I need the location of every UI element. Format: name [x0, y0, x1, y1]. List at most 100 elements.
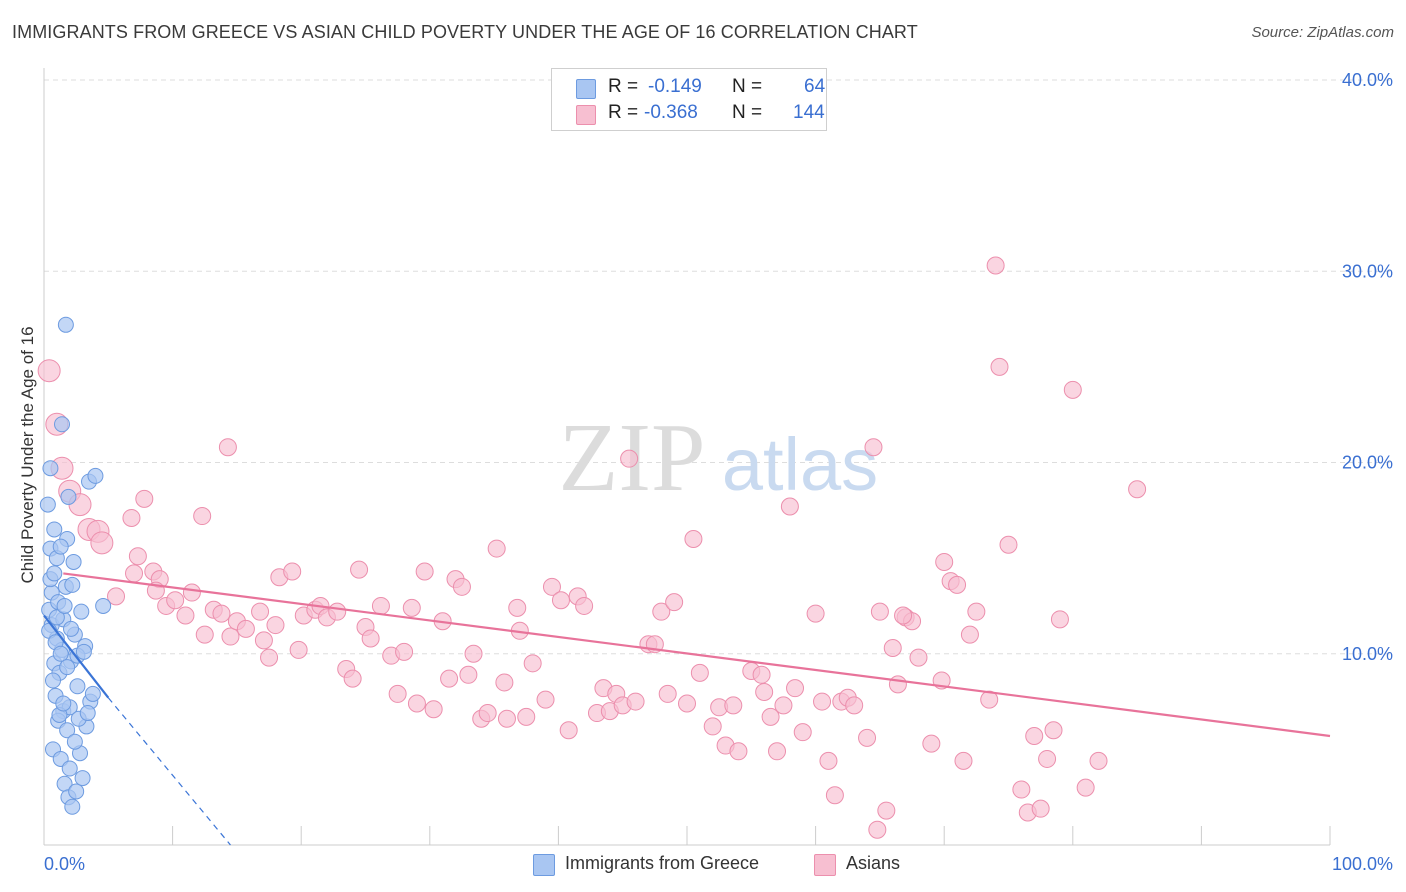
data-point-asians: [487, 539, 506, 558]
data-point-greece: [56, 597, 73, 614]
data-point-asians: [960, 625, 979, 644]
data-point-greece: [39, 496, 56, 513]
data-point-asians: [894, 606, 913, 625]
data-point-asians: [125, 564, 144, 583]
data-point-asians: [858, 728, 877, 747]
data-point-asians: [864, 438, 883, 457]
data-point-asians: [652, 602, 671, 621]
data-point-greece: [69, 678, 86, 695]
data-point-asians: [254, 631, 273, 650]
data-point-asians: [407, 694, 426, 713]
data-point-asians: [328, 602, 347, 621]
trend-lines: [43, 572, 1331, 846]
data-point-greece: [48, 609, 65, 626]
series-legend: Immigrants from Greece Asians: [0, 852, 1406, 878]
data-point-asians: [729, 742, 748, 761]
data-point-asians: [536, 690, 555, 709]
data-point-greece: [73, 603, 90, 620]
data-point-greece: [45, 672, 62, 689]
data-point-greece: [64, 576, 81, 593]
data-point-greece: [66, 733, 83, 750]
data-point-asians: [193, 507, 212, 526]
data-point-asians: [1128, 480, 1147, 499]
data-point-asians: [1025, 726, 1044, 745]
data-point-asians: [395, 642, 414, 661]
data-point-asians: [517, 707, 536, 726]
legend-swatch-greece: [533, 854, 555, 876]
data-point-greece: [84, 685, 101, 702]
trend-line-greece: [43, 614, 110, 699]
data-point-asians: [107, 587, 126, 606]
data-point-asians: [90, 531, 114, 555]
data-point-asians: [1089, 751, 1108, 770]
data-point-greece: [68, 783, 85, 800]
legend-swatch-greece: [576, 79, 596, 99]
data-point-asians: [990, 357, 1009, 376]
data-point-greece: [55, 695, 72, 712]
data-point-asians: [868, 820, 887, 839]
data-point-greece: [75, 643, 92, 660]
data-point-asians: [452, 577, 471, 596]
data-point-asians: [166, 591, 185, 610]
data-point-asians: [780, 497, 799, 516]
data-point-asians: [523, 654, 542, 673]
x-tick-label: 100.0%: [1332, 854, 1393, 874]
data-point-asians: [620, 449, 639, 468]
legend-n-label: N =: [732, 102, 763, 123]
legend-label-greece: Immigrants from Greece: [565, 853, 760, 873]
data-point-asians: [415, 562, 434, 581]
data-point-asians: [658, 684, 677, 703]
data-point-asians: [122, 508, 141, 527]
correlation-legend: R = -0.149 N = 64 R = -0.368 N = 144: [551, 68, 827, 131]
data-point-greece: [52, 538, 69, 555]
data-point-asians: [793, 723, 812, 742]
data-point-asians: [690, 663, 709, 682]
data-point-asians: [283, 562, 302, 581]
data-point-asians: [361, 629, 380, 648]
data-point-greece: [59, 722, 76, 739]
data-point-asians: [877, 801, 896, 820]
data-point-asians: [388, 684, 407, 703]
data-point-asians: [813, 692, 832, 711]
legend-n-label: N =: [732, 76, 763, 97]
data-point-asians: [424, 700, 443, 719]
data-point-greece: [95, 597, 112, 614]
data-points: [37, 256, 1147, 839]
data-point-asians: [948, 575, 967, 594]
data-point-greece: [42, 460, 59, 477]
data-point-asians: [371, 596, 390, 615]
data-point-asians: [806, 604, 825, 623]
data-point-asians: [251, 602, 270, 621]
data-point-asians: [909, 648, 928, 667]
data-point-asians: [768, 742, 787, 761]
source-label: Source: ZipAtlas.com: [1251, 24, 1394, 41]
data-point-asians: [542, 577, 561, 596]
data-point-greece: [87, 467, 104, 484]
data-point-asians: [464, 644, 483, 663]
data-point-greece: [60, 488, 77, 505]
data-point-asians: [761, 707, 780, 726]
data-point-greece: [79, 705, 96, 722]
trend-line-greece-extension: [107, 697, 231, 846]
legend-r-label: R =: [608, 102, 639, 123]
data-point-greece: [54, 416, 71, 433]
data-point-asians: [724, 696, 743, 715]
y-tick-label: 10.0%: [1342, 644, 1393, 664]
data-point-asians: [176, 606, 195, 625]
legend-n-value: 144: [793, 102, 825, 123]
data-point-asians: [212, 604, 231, 623]
data-point-asians: [755, 683, 774, 701]
data-point-asians: [343, 669, 362, 688]
trend-line-asians: [63, 572, 1331, 738]
data-point-asians: [128, 547, 147, 566]
data-point-asians: [218, 438, 237, 457]
data-point-greece: [46, 565, 63, 582]
legend-n-value: 64: [804, 76, 826, 97]
data-point-asians: [1031, 799, 1050, 818]
data-point-asians: [1038, 749, 1057, 768]
data-point-asians: [195, 625, 214, 644]
data-point-asians: [289, 640, 308, 659]
data-point-asians: [575, 596, 594, 615]
data-point-asians: [350, 560, 369, 579]
